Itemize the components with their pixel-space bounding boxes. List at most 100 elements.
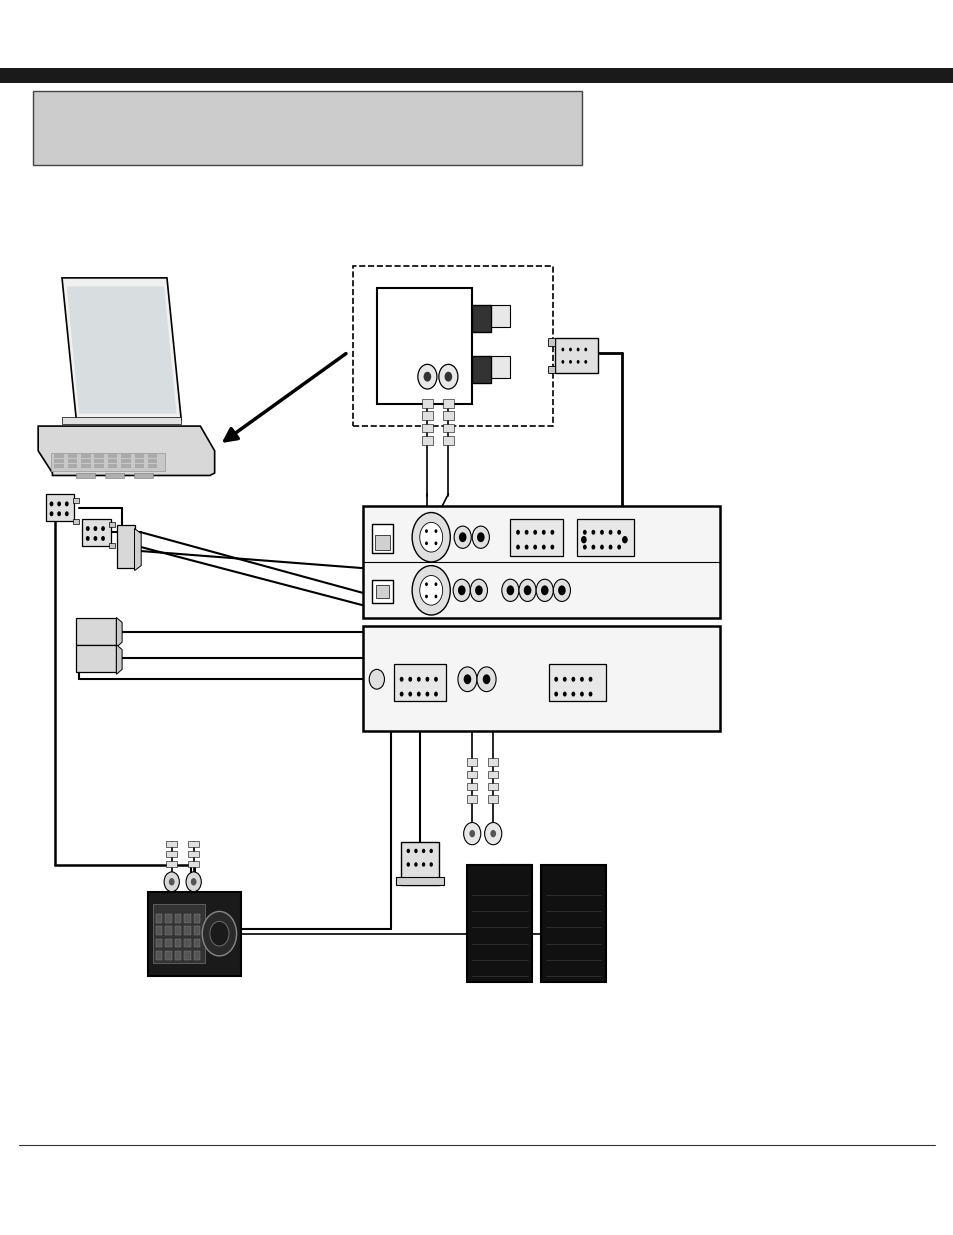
Circle shape — [541, 545, 545, 550]
Bar — [184, 951, 191, 960]
Circle shape — [210, 921, 229, 946]
Circle shape — [406, 848, 410, 853]
Circle shape — [472, 526, 489, 548]
Bar — [467, 771, 476, 778]
Bar — [54, 464, 64, 468]
Circle shape — [550, 545, 554, 550]
Circle shape — [419, 576, 442, 605]
Circle shape — [599, 530, 603, 535]
Bar — [421, 424, 433, 432]
Circle shape — [463, 823, 480, 845]
Circle shape — [421, 862, 425, 867]
Bar — [68, 454, 77, 458]
Circle shape — [425, 583, 428, 587]
Circle shape — [524, 530, 528, 535]
Bar — [174, 939, 181, 947]
Circle shape — [458, 532, 466, 542]
Circle shape — [588, 692, 592, 697]
Circle shape — [506, 585, 514, 595]
Polygon shape — [72, 519, 79, 524]
Bar — [108, 464, 117, 468]
Circle shape — [191, 878, 196, 885]
Bar — [51, 453, 165, 471]
Circle shape — [417, 364, 436, 389]
Bar — [134, 464, 144, 468]
Bar — [188, 841, 199, 847]
Bar — [193, 939, 200, 947]
Polygon shape — [116, 618, 122, 647]
Bar — [0, 68, 953, 83]
Circle shape — [86, 536, 90, 541]
Circle shape — [399, 677, 403, 682]
Circle shape — [599, 545, 603, 550]
Circle shape — [425, 541, 428, 545]
Circle shape — [414, 848, 417, 853]
Circle shape — [582, 530, 586, 535]
Circle shape — [412, 513, 450, 562]
Circle shape — [588, 677, 592, 682]
Circle shape — [421, 848, 425, 853]
Circle shape — [164, 872, 179, 892]
Bar — [442, 436, 454, 445]
Bar — [193, 914, 200, 923]
Bar — [376, 288, 472, 404]
Bar — [134, 459, 144, 463]
Polygon shape — [109, 522, 115, 527]
Circle shape — [434, 692, 437, 697]
Circle shape — [93, 536, 97, 541]
Bar — [76, 618, 116, 645]
Bar — [442, 424, 454, 432]
Circle shape — [369, 669, 384, 689]
Bar — [54, 454, 64, 458]
Bar — [184, 926, 191, 935]
Bar — [148, 459, 157, 463]
Circle shape — [414, 862, 417, 867]
Bar — [76, 645, 116, 672]
Circle shape — [533, 530, 537, 535]
Circle shape — [416, 677, 420, 682]
Circle shape — [434, 594, 436, 598]
Circle shape — [582, 545, 586, 550]
Bar — [421, 436, 433, 445]
Bar — [489, 356, 510, 378]
Circle shape — [576, 348, 578, 351]
Bar — [76, 473, 95, 478]
Circle shape — [101, 536, 105, 541]
Bar — [174, 926, 181, 935]
Circle shape — [101, 526, 105, 531]
Circle shape — [550, 530, 554, 535]
Circle shape — [50, 501, 53, 506]
Bar — [117, 525, 134, 568]
Bar — [155, 939, 162, 947]
Bar — [488, 783, 497, 790]
Bar — [155, 914, 162, 923]
Circle shape — [438, 364, 457, 389]
Bar — [472, 305, 491, 332]
Circle shape — [457, 667, 476, 692]
Bar — [372, 524, 393, 553]
Bar — [81, 459, 91, 463]
Bar — [394, 664, 446, 701]
Circle shape — [444, 372, 452, 382]
Bar — [489, 305, 510, 327]
Circle shape — [484, 823, 501, 845]
Circle shape — [518, 579, 536, 601]
Bar — [166, 851, 177, 857]
Circle shape — [476, 667, 496, 692]
Polygon shape — [134, 529, 141, 571]
Circle shape — [490, 830, 496, 837]
Bar — [442, 399, 454, 408]
Polygon shape — [72, 498, 79, 503]
Circle shape — [57, 511, 61, 516]
Bar — [94, 454, 104, 458]
Bar — [108, 459, 117, 463]
Circle shape — [419, 522, 442, 552]
Circle shape — [399, 692, 403, 697]
Circle shape — [406, 862, 410, 867]
Circle shape — [425, 530, 428, 534]
Circle shape — [454, 526, 471, 548]
Bar — [82, 519, 111, 546]
Circle shape — [576, 361, 578, 363]
Circle shape — [568, 348, 572, 351]
Circle shape — [186, 872, 201, 892]
